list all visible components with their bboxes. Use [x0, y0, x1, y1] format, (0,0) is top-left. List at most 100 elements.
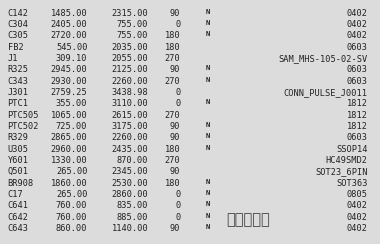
- Text: SOT363: SOT363: [336, 179, 368, 188]
- Text: N: N: [205, 122, 210, 128]
- Text: 1140.00: 1140.00: [111, 224, 148, 233]
- Text: 0: 0: [175, 190, 180, 199]
- Text: 180: 180: [165, 31, 180, 40]
- Text: 860.00: 860.00: [56, 224, 87, 233]
- Text: N: N: [205, 145, 210, 151]
- Text: BR908: BR908: [8, 179, 34, 188]
- Text: 1812: 1812: [347, 99, 368, 108]
- Text: 2860.00: 2860.00: [111, 190, 148, 199]
- Text: 270: 270: [165, 111, 180, 120]
- Text: 0603: 0603: [347, 77, 368, 86]
- Text: 0402: 0402: [347, 9, 368, 18]
- Text: 0402: 0402: [347, 224, 368, 233]
- Text: C641: C641: [8, 202, 28, 210]
- Text: 885.00: 885.00: [117, 213, 148, 222]
- Text: SOT23_6PIN: SOT23_6PIN: [315, 167, 368, 176]
- Text: 180: 180: [165, 179, 180, 188]
- Text: 355.00: 355.00: [56, 99, 87, 108]
- Text: C343: C343: [8, 77, 28, 86]
- Text: HC49SMD2: HC49SMD2: [326, 156, 368, 165]
- Text: 0: 0: [175, 99, 180, 108]
- Text: 2930.00: 2930.00: [51, 77, 87, 86]
- Text: N: N: [205, 213, 210, 219]
- Text: 265.00: 265.00: [56, 190, 87, 199]
- Text: C643: C643: [8, 224, 28, 233]
- Text: 90: 90: [170, 224, 180, 233]
- Text: J1: J1: [8, 54, 18, 63]
- Text: N: N: [205, 190, 210, 196]
- Text: FB2: FB2: [8, 43, 23, 51]
- Text: R329: R329: [8, 133, 28, 142]
- Text: 2125.00: 2125.00: [111, 65, 148, 74]
- Text: N: N: [205, 133, 210, 139]
- Text: 3110.00: 3110.00: [111, 99, 148, 108]
- Text: 180: 180: [165, 145, 180, 154]
- Text: 309.10: 309.10: [56, 54, 87, 63]
- Text: 2405.00: 2405.00: [51, 20, 87, 29]
- Text: 760.00: 760.00: [56, 202, 87, 210]
- Text: 90: 90: [170, 65, 180, 74]
- Text: 3438.98: 3438.98: [111, 88, 148, 97]
- Text: SAM_MHS-105-02-SV: SAM_MHS-105-02-SV: [279, 54, 368, 63]
- Text: 755.00: 755.00: [117, 31, 148, 40]
- Text: 760.00: 760.00: [56, 213, 87, 222]
- Text: 2435.00: 2435.00: [111, 145, 148, 154]
- Text: 0603: 0603: [347, 133, 368, 142]
- Text: C142: C142: [8, 9, 28, 18]
- Text: 2945.00: 2945.00: [51, 65, 87, 74]
- Text: PTC505: PTC505: [8, 111, 39, 120]
- Text: 1330.00: 1330.00: [51, 156, 87, 165]
- Text: 3175.00: 3175.00: [111, 122, 148, 131]
- Text: U305: U305: [8, 145, 28, 154]
- Text: 2260.00: 2260.00: [111, 77, 148, 86]
- Text: SSOP14: SSOP14: [336, 145, 368, 154]
- Text: 90: 90: [170, 133, 180, 142]
- Text: J301: J301: [8, 88, 28, 97]
- Text: 0402: 0402: [347, 202, 368, 210]
- Text: 2055.00: 2055.00: [111, 54, 148, 63]
- Text: PTC502: PTC502: [8, 122, 39, 131]
- Text: 2530.00: 2530.00: [111, 179, 148, 188]
- Text: 180: 180: [165, 43, 180, 51]
- Text: C17: C17: [8, 190, 23, 199]
- Text: 835.00: 835.00: [117, 202, 148, 210]
- Text: 2345.00: 2345.00: [111, 167, 148, 176]
- Text: 270: 270: [165, 77, 180, 86]
- Text: C305: C305: [8, 31, 28, 40]
- Text: N: N: [205, 224, 210, 230]
- Text: 755.00: 755.00: [117, 20, 148, 29]
- Text: 2720.00: 2720.00: [51, 31, 87, 40]
- Text: N: N: [205, 202, 210, 207]
- Text: N: N: [205, 65, 210, 71]
- Text: CONN_PULSE_J0011: CONN_PULSE_J0011: [284, 88, 368, 97]
- Text: 深圳宏力捷: 深圳宏力捷: [226, 212, 270, 227]
- Text: 2759.25: 2759.25: [51, 88, 87, 97]
- Text: 2865.00: 2865.00: [51, 133, 87, 142]
- Text: 0: 0: [175, 213, 180, 222]
- Text: 270: 270: [165, 54, 180, 63]
- Text: 545.00: 545.00: [56, 43, 87, 51]
- Text: 725.00: 725.00: [56, 122, 87, 131]
- Text: R325: R325: [8, 65, 28, 74]
- Text: 0603: 0603: [347, 43, 368, 51]
- Text: 90: 90: [170, 167, 180, 176]
- Text: N: N: [205, 77, 210, 83]
- Text: C642: C642: [8, 213, 28, 222]
- Text: 90: 90: [170, 122, 180, 131]
- Text: Q501: Q501: [8, 167, 28, 176]
- Text: 2315.00: 2315.00: [111, 9, 148, 18]
- Text: 270: 270: [165, 156, 180, 165]
- Text: 1812: 1812: [347, 122, 368, 131]
- Text: 0402: 0402: [347, 31, 368, 40]
- Text: 0402: 0402: [347, 213, 368, 222]
- Text: 2035.00: 2035.00: [111, 43, 148, 51]
- Text: 0: 0: [175, 202, 180, 210]
- Text: N: N: [205, 31, 210, 37]
- Text: 1812: 1812: [347, 111, 368, 120]
- Text: 0603: 0603: [347, 65, 368, 74]
- Text: 0805: 0805: [347, 190, 368, 199]
- Text: N: N: [205, 179, 210, 185]
- Text: N: N: [205, 20, 210, 26]
- Text: 1485.00: 1485.00: [51, 9, 87, 18]
- Text: 2615.00: 2615.00: [111, 111, 148, 120]
